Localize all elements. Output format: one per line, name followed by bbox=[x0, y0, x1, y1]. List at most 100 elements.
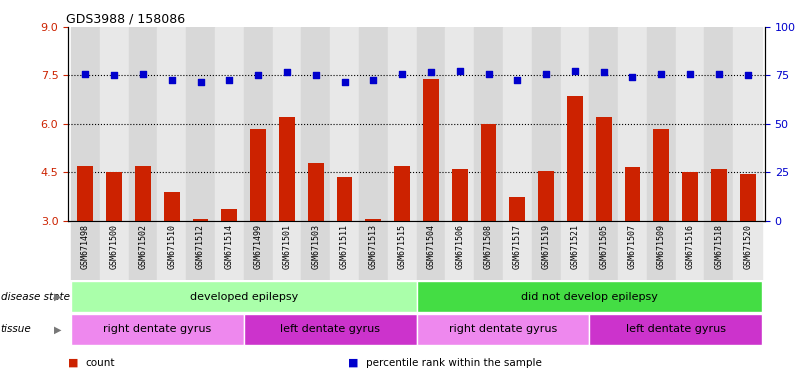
Bar bbox=[71, 27, 100, 221]
Text: GSM671500: GSM671500 bbox=[110, 224, 119, 269]
Bar bbox=[71, 314, 244, 345]
Bar bbox=[590, 27, 618, 221]
Point bbox=[252, 72, 264, 78]
Bar bbox=[596, 118, 612, 221]
Bar bbox=[272, 221, 301, 280]
Text: disease state: disease state bbox=[1, 291, 70, 302]
Point bbox=[626, 74, 639, 80]
Bar bbox=[71, 221, 100, 280]
Point bbox=[194, 79, 207, 85]
Bar bbox=[244, 27, 272, 221]
Text: GSM671521: GSM671521 bbox=[570, 224, 579, 269]
Bar bbox=[272, 27, 301, 221]
Bar bbox=[705, 221, 733, 280]
Bar bbox=[538, 171, 554, 221]
Text: GSM671513: GSM671513 bbox=[368, 224, 378, 269]
Bar bbox=[128, 221, 157, 280]
Bar bbox=[244, 314, 417, 345]
Text: GSM671503: GSM671503 bbox=[312, 224, 320, 269]
Bar bbox=[503, 27, 532, 221]
Text: GSM671516: GSM671516 bbox=[686, 224, 694, 269]
Bar bbox=[157, 27, 186, 221]
Text: ▶: ▶ bbox=[54, 324, 62, 334]
Bar bbox=[590, 314, 762, 345]
Bar bbox=[445, 27, 474, 221]
Text: tissue: tissue bbox=[1, 324, 31, 334]
Bar bbox=[394, 166, 410, 221]
Bar bbox=[733, 221, 762, 280]
Point bbox=[425, 69, 437, 75]
Bar bbox=[647, 221, 676, 280]
Bar bbox=[481, 124, 497, 221]
Text: GSM671498: GSM671498 bbox=[81, 224, 90, 269]
Bar bbox=[417, 314, 590, 345]
Text: GDS3988 / 158086: GDS3988 / 158086 bbox=[66, 13, 185, 26]
Text: did not develop epilepsy: did not develop epilepsy bbox=[521, 291, 658, 302]
Bar bbox=[301, 27, 330, 221]
Bar bbox=[417, 281, 762, 312]
Point bbox=[280, 69, 293, 75]
Bar bbox=[567, 96, 583, 221]
Bar bbox=[388, 221, 417, 280]
Point bbox=[569, 68, 582, 74]
Bar bbox=[417, 27, 445, 221]
Point bbox=[338, 79, 351, 85]
Bar bbox=[676, 27, 705, 221]
Bar bbox=[128, 27, 157, 221]
Point bbox=[453, 68, 466, 74]
Bar bbox=[192, 219, 208, 221]
Text: percentile rank within the sample: percentile rank within the sample bbox=[366, 358, 542, 368]
Bar bbox=[423, 79, 439, 221]
Point bbox=[655, 71, 668, 77]
Bar bbox=[561, 221, 590, 280]
Text: count: count bbox=[86, 358, 115, 368]
Bar bbox=[561, 27, 590, 221]
Bar bbox=[676, 221, 705, 280]
Text: developed epilepsy: developed epilepsy bbox=[190, 291, 298, 302]
Point bbox=[136, 71, 149, 77]
Text: GSM671519: GSM671519 bbox=[541, 224, 550, 269]
Point bbox=[367, 77, 380, 83]
Bar bbox=[244, 221, 272, 280]
Bar bbox=[711, 169, 727, 221]
Bar bbox=[186, 27, 215, 221]
Bar bbox=[157, 221, 186, 280]
Bar bbox=[618, 27, 647, 221]
Bar bbox=[474, 221, 503, 280]
Bar bbox=[71, 281, 417, 312]
Bar bbox=[417, 221, 445, 280]
Point bbox=[482, 71, 495, 77]
Bar bbox=[107, 172, 122, 221]
Text: GSM671508: GSM671508 bbox=[484, 224, 493, 269]
Bar bbox=[135, 166, 151, 221]
Text: GSM671517: GSM671517 bbox=[513, 224, 521, 269]
Bar bbox=[78, 166, 93, 221]
Text: GSM671501: GSM671501 bbox=[283, 224, 292, 269]
Bar bbox=[336, 177, 352, 221]
Text: GSM671505: GSM671505 bbox=[599, 224, 608, 269]
Point bbox=[309, 72, 322, 78]
Bar bbox=[100, 27, 128, 221]
Text: GSM671512: GSM671512 bbox=[196, 224, 205, 269]
Bar bbox=[733, 27, 762, 221]
Text: left dentate gyrus: left dentate gyrus bbox=[280, 324, 380, 334]
Point bbox=[396, 71, 409, 77]
Bar bbox=[682, 172, 698, 221]
Bar bbox=[625, 167, 641, 221]
Text: ▶: ▶ bbox=[54, 291, 62, 302]
Point bbox=[79, 71, 92, 77]
Point bbox=[540, 71, 553, 77]
Point bbox=[598, 69, 610, 75]
Text: GSM671515: GSM671515 bbox=[397, 224, 407, 269]
Bar bbox=[532, 27, 561, 221]
Text: left dentate gyrus: left dentate gyrus bbox=[626, 324, 726, 334]
Bar bbox=[509, 197, 525, 221]
Text: GSM671511: GSM671511 bbox=[340, 224, 349, 269]
Point bbox=[684, 71, 697, 77]
Bar bbox=[474, 27, 503, 221]
Bar bbox=[532, 221, 561, 280]
Bar bbox=[301, 221, 330, 280]
Text: right dentate gyrus: right dentate gyrus bbox=[449, 324, 557, 334]
Bar bbox=[365, 219, 381, 221]
Text: GSM671509: GSM671509 bbox=[657, 224, 666, 269]
